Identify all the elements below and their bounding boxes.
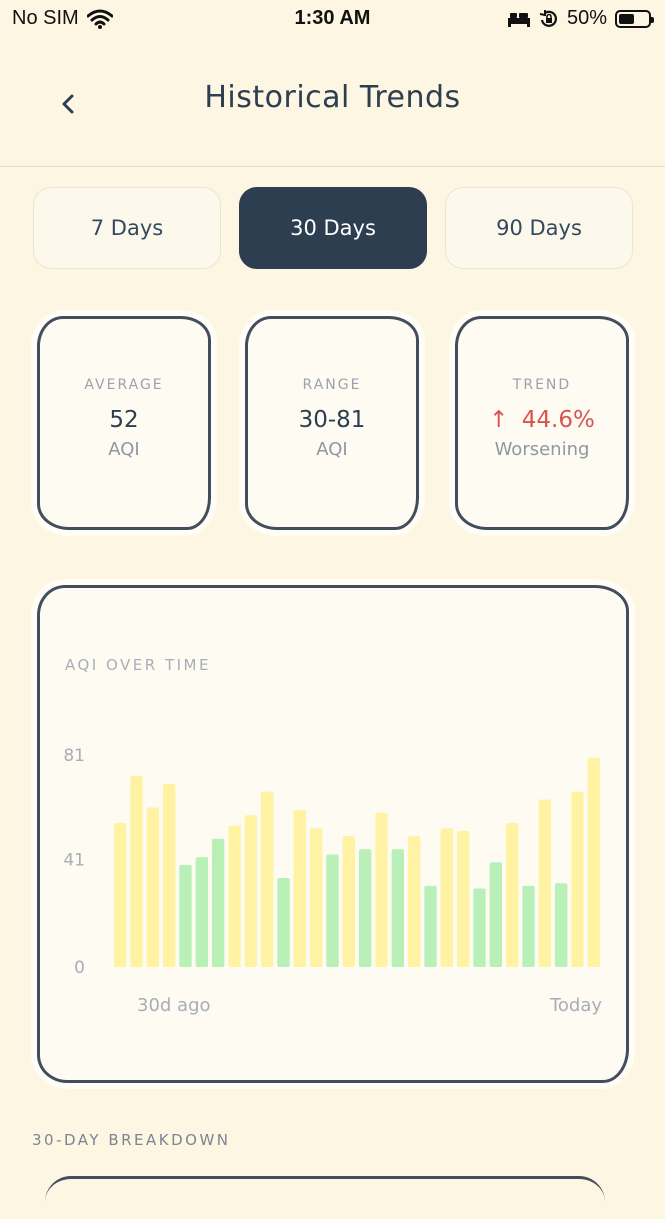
y-tick-label: 41 bbox=[63, 851, 85, 871]
range-unit: AQI bbox=[316, 439, 348, 460]
aqi-bar bbox=[538, 799, 552, 967]
breakdown-title: 30-DAY BREAKDOWN bbox=[32, 1131, 231, 1149]
carrier-label: No SIM bbox=[12, 7, 79, 29]
range-value: 30-81 bbox=[298, 407, 366, 433]
y-tick-label: 0 bbox=[74, 958, 85, 978]
back-button[interactable] bbox=[50, 84, 86, 124]
aqi-bar bbox=[113, 823, 127, 967]
battery-icon bbox=[615, 9, 654, 28]
aqi-bar bbox=[146, 807, 160, 967]
chevron-left-icon bbox=[62, 94, 74, 114]
aqi-bar bbox=[130, 775, 143, 967]
range-label: RANGE bbox=[302, 377, 362, 393]
aqi-bar bbox=[456, 830, 470, 967]
aqi-bar bbox=[571, 791, 584, 967]
bed-icon bbox=[507, 12, 530, 27]
page-title: Historical Trends bbox=[204, 80, 461, 115]
tab-90-days[interactable]: 90 Days bbox=[445, 187, 633, 269]
tab-7-days[interactable]: 7 Days bbox=[33, 187, 221, 269]
aqi-bar bbox=[162, 783, 176, 967]
trend-value: ↑ 44.6% bbox=[458, 407, 626, 433]
aqi-bar bbox=[309, 828, 323, 967]
y-tick-label: 81 bbox=[63, 746, 85, 766]
average-card: AVERAGE 52 AQI bbox=[37, 316, 211, 530]
aqi-bar bbox=[260, 791, 274, 967]
aqi-bar bbox=[554, 883, 568, 967]
average-value: 52 bbox=[109, 407, 139, 433]
aqi-bar bbox=[473, 888, 486, 967]
average-label: AVERAGE bbox=[84, 377, 164, 393]
aqi-bar bbox=[244, 815, 258, 967]
aqi-bar bbox=[407, 836, 421, 967]
x-label-start: 30d ago bbox=[137, 995, 211, 1016]
aqi-bar bbox=[375, 812, 388, 967]
breakdown-card bbox=[45, 1176, 605, 1219]
wifi-icon bbox=[86, 9, 113, 29]
aqi-bar bbox=[440, 828, 454, 967]
aqi-bar bbox=[342, 836, 356, 967]
aqi-bar bbox=[293, 809, 307, 967]
header: Historical Trends bbox=[0, 60, 665, 167]
aqi-bar bbox=[195, 857, 209, 967]
aqi-bar bbox=[179, 864, 192, 967]
status-time: 1:30 AM bbox=[294, 7, 371, 29]
range-card: RANGE 30-81 AQI bbox=[245, 316, 419, 530]
battery-percent: 50% bbox=[566, 7, 607, 29]
aqi-chart-card: AQI OVER TIME 81 41 0 30d ago Today bbox=[37, 585, 629, 1083]
x-label-end: Today bbox=[549, 995, 602, 1016]
tab-30-days[interactable]: 30 Days bbox=[239, 187, 427, 269]
aqi-bar bbox=[489, 862, 503, 967]
aqi-bar bbox=[228, 825, 241, 967]
aqi-bar bbox=[587, 757, 601, 967]
trend-status: Worsening bbox=[494, 439, 590, 460]
status-left: No SIM bbox=[12, 7, 113, 30]
status-right: 50% bbox=[507, 7, 654, 30]
trend-percent: 44.6% bbox=[521, 407, 595, 433]
arrow-up-icon: ↑ bbox=[489, 407, 509, 433]
aqi-bar-chart: 81 41 0 30d ago Today bbox=[63, 746, 602, 1016]
aqi-bar bbox=[211, 838, 225, 967]
aqi-bar bbox=[522, 885, 535, 967]
aqi-bar bbox=[358, 849, 372, 967]
aqi-bar bbox=[326, 854, 339, 967]
aqi-bar bbox=[391, 849, 405, 967]
trend-card: TREND ↑ 44.6% Worsening bbox=[455, 316, 629, 530]
rotation-lock-icon bbox=[539, 9, 557, 27]
aqi-bar bbox=[505, 823, 519, 967]
aqi-bar bbox=[424, 885, 437, 967]
trend-label: TREND bbox=[512, 377, 572, 393]
aqi-bar bbox=[277, 878, 290, 967]
average-unit: AQI bbox=[108, 439, 140, 460]
chart-title: AQI OVER TIME bbox=[65, 656, 211, 674]
status-bar: No SIM 1:30 AM 50% bbox=[0, 0, 665, 36]
